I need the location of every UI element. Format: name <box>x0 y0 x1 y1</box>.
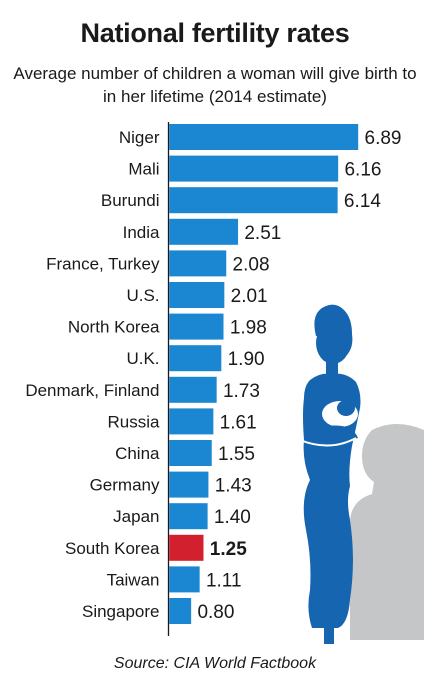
bar-france-turkey <box>169 250 227 277</box>
value-label: 6.89 <box>365 128 402 149</box>
chart-subtitle: Average number of children a woman will … <box>13 64 417 106</box>
bar-mali <box>169 155 339 182</box>
category-label: France, Turkey <box>46 254 160 273</box>
bar-japan <box>169 503 208 530</box>
baby <box>299 400 358 447</box>
value-label: 2.08 <box>233 254 270 275</box>
bar-burundi <box>169 187 338 214</box>
bar-denmark-finland <box>169 376 217 403</box>
bar-niger <box>169 124 359 150</box>
category-label: U.K. <box>126 349 159 368</box>
category-label: South Korea <box>65 539 160 558</box>
value-label: 1.98 <box>230 318 267 339</box>
bar-u-k- <box>169 345 222 372</box>
category-label: Mali <box>128 160 159 179</box>
chart-title: National fertility rates <box>80 18 350 48</box>
value-label: 1.40 <box>214 507 251 528</box>
mother-and-baby-silhouette-icon <box>299 304 424 644</box>
bar-taiwan <box>169 566 200 593</box>
category-label: Burundi <box>101 191 160 210</box>
bar-china <box>169 440 212 466</box>
value-label: 1.11 <box>206 570 242 591</box>
value-label: 1.73 <box>223 381 260 402</box>
bars-layer: Niger 6.89 Mali 6.16 Burundi 6.14 India 2.51 Fra… <box>25 122 401 636</box>
category-label: India <box>123 223 160 242</box>
value-label: 1.55 <box>218 444 255 465</box>
value-label: 2.51 <box>244 223 281 244</box>
source-note: Source: CIA World Factbook <box>113 655 317 672</box>
value-label: 1.61 <box>220 412 257 433</box>
category-label: Germany <box>90 476 160 495</box>
category-label: Denmark, Finland <box>25 381 159 400</box>
value-label: 1.43 <box>215 476 252 497</box>
category-label: Russia <box>108 412 161 431</box>
value-label: 0.80 <box>197 602 234 623</box>
category-label: China <box>115 444 160 463</box>
bar-india <box>169 218 239 245</box>
figure-shadow <box>350 424 424 640</box>
bar-south-korea <box>169 534 204 561</box>
bar-germany <box>169 471 209 498</box>
category-label: North Korea <box>68 318 160 337</box>
bar-north-korea <box>169 313 224 340</box>
bar-russia <box>169 408 214 435</box>
category-label: U.S. <box>126 286 159 305</box>
value-label: 6.16 <box>344 160 381 181</box>
value-label: 1.25 <box>210 539 247 560</box>
value-label: 2.01 <box>231 286 268 307</box>
category-label: Taiwan <box>107 570 160 589</box>
bar-u-s- <box>169 282 225 308</box>
category-label: Singapore <box>82 602 160 621</box>
value-label: 1.90 <box>228 349 265 370</box>
value-label: 6.14 <box>344 191 381 212</box>
category-label: Japan <box>113 507 159 526</box>
category-label: Niger <box>119 128 160 147</box>
bar-singapore <box>169 598 192 624</box>
